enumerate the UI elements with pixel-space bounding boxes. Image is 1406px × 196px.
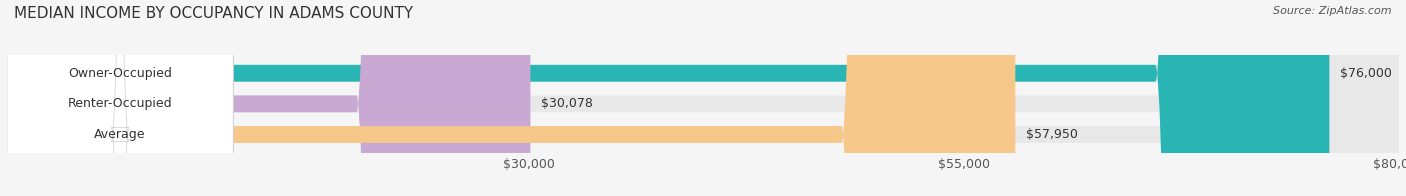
FancyBboxPatch shape [7, 0, 233, 196]
Text: MEDIAN INCOME BY OCCUPANCY IN ADAMS COUNTY: MEDIAN INCOME BY OCCUPANCY IN ADAMS COUN… [14, 6, 413, 21]
FancyBboxPatch shape [7, 0, 1399, 196]
Text: $57,950: $57,950 [1026, 128, 1077, 141]
Text: Source: ZipAtlas.com: Source: ZipAtlas.com [1274, 6, 1392, 16]
FancyBboxPatch shape [7, 0, 1399, 196]
Text: $30,078: $30,078 [541, 97, 593, 110]
FancyBboxPatch shape [7, 0, 1330, 196]
FancyBboxPatch shape [7, 0, 1015, 196]
Text: Average: Average [94, 128, 146, 141]
FancyBboxPatch shape [7, 0, 233, 196]
FancyBboxPatch shape [7, 0, 1399, 196]
FancyBboxPatch shape [7, 0, 530, 196]
Text: Renter-Occupied: Renter-Occupied [67, 97, 173, 110]
Text: Owner-Occupied: Owner-Occupied [67, 67, 172, 80]
Text: $76,000: $76,000 [1340, 67, 1392, 80]
FancyBboxPatch shape [7, 0, 233, 196]
